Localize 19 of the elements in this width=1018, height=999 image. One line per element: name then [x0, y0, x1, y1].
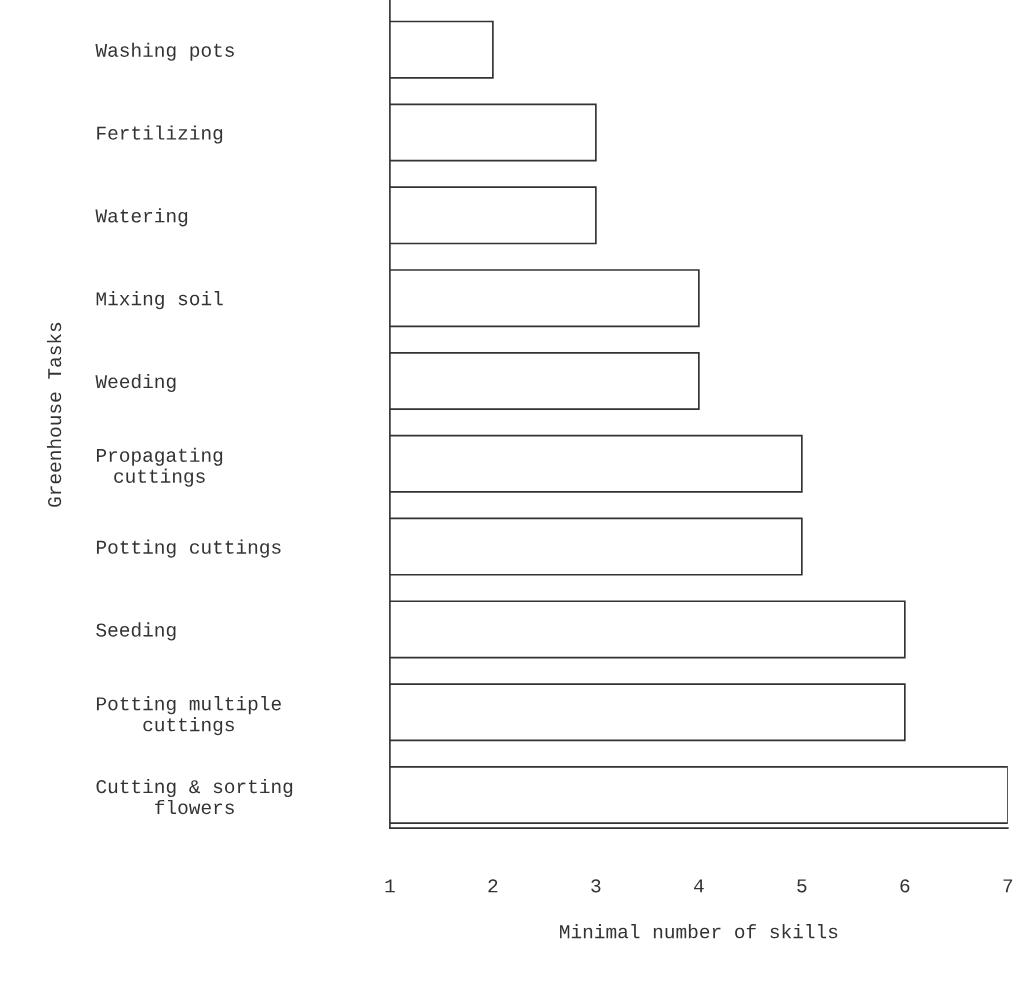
y-tick-label: Propagating cuttings — [96, 447, 223, 487]
y-tick-label: Weeding — [95, 373, 176, 393]
x-tick-label: 3 — [591, 879, 601, 893]
y-axis-title: Greenhouse Tasks — [46, 322, 62, 507]
y-tick-label: Fertilizing — [97, 125, 223, 144]
x-tick-label: 4 — [694, 879, 704, 893]
y-tick-label: Washing pots — [95, 42, 234, 61]
x-tick-label: 2 — [488, 879, 498, 893]
y-tick-label: Watering — [95, 208, 188, 227]
x-tick-label: 1 — [385, 879, 395, 893]
x-axis-title: Minimal number of skills — [560, 924, 838, 939]
y-tick-label: Seeding — [96, 622, 176, 641]
x-tick-label: 6 — [900, 879, 910, 893]
y-tick-label: Potting multiple cuttings — [96, 696, 281, 736]
x-tick-label: 7 — [1003, 879, 1013, 893]
y-tick-label: Cutting & sorting flowers — [96, 778, 293, 815]
y-tick-label: Mixing soil — [96, 291, 223, 310]
x-tick-label: 5 — [797, 879, 807, 893]
y-tick-label: Potting cuttings — [96, 539, 281, 558]
